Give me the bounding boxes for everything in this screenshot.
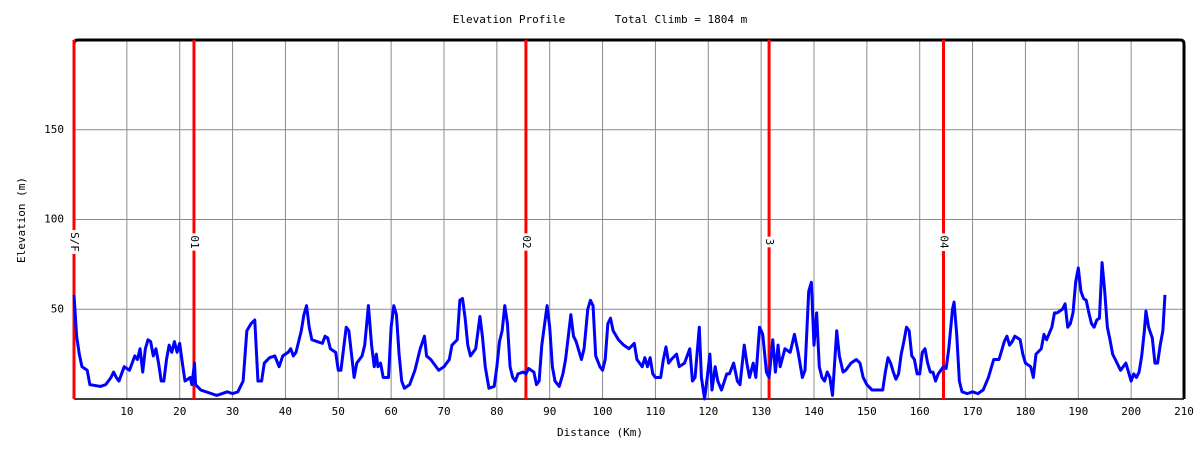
y-tick-label: 150 xyxy=(44,123,64,136)
x-tick-label: 60 xyxy=(385,405,398,418)
x-tick-label: 140 xyxy=(804,405,824,418)
x-tick-label: 40 xyxy=(279,405,292,418)
checkpoint-label: 3 xyxy=(763,239,776,246)
x-tick-label: 190 xyxy=(1068,405,1088,418)
y-tick-label: 100 xyxy=(44,213,64,226)
x-tick-label: 70 xyxy=(437,405,450,418)
x-tick-label: 170 xyxy=(963,405,983,418)
x-tick-label: 210 xyxy=(1174,405,1194,418)
x-tick-label: 110 xyxy=(645,405,665,418)
checkpoint-label-bg xyxy=(518,233,534,251)
x-tick-label: 130 xyxy=(751,405,771,418)
x-tick-label: 100 xyxy=(593,405,613,418)
x-tick-label: 50 xyxy=(332,405,345,418)
x-tick-label: 10 xyxy=(120,405,133,418)
y-tick-label: 50 xyxy=(51,302,64,315)
checkpoint-label-bg xyxy=(762,236,778,248)
x-tick-label: 80 xyxy=(490,405,503,418)
x-tick-label: 160 xyxy=(910,405,930,418)
chart-title: Elevation Profile xyxy=(453,13,566,26)
checkpoint-label-bg xyxy=(67,230,82,254)
x-axis-label: Distance (Km) xyxy=(557,426,643,439)
y-axis-label: Elevation (m) xyxy=(15,177,28,263)
x-tick-label: 120 xyxy=(698,405,718,418)
x-tick-label: 20 xyxy=(173,405,186,418)
checkpoint-label: 01 xyxy=(188,235,201,248)
x-tick-label: 90 xyxy=(543,405,556,418)
checkpoint-label-bg xyxy=(186,233,202,251)
elevation-line xyxy=(72,261,1167,401)
checkpoint-label: S/F xyxy=(68,232,81,252)
x-tick-label: 180 xyxy=(1015,405,1035,418)
x-tick-label: 200 xyxy=(1121,405,1141,418)
x-tick-label: 30 xyxy=(226,405,239,418)
x-tick-label: 150 xyxy=(857,405,877,418)
checkpoint-label: 04 xyxy=(938,235,951,249)
checkpoint-label: 02 xyxy=(520,235,533,248)
checkpoint-label-bg xyxy=(936,233,952,251)
chart-subtitle: Total Climb = 1804 m xyxy=(615,13,748,26)
